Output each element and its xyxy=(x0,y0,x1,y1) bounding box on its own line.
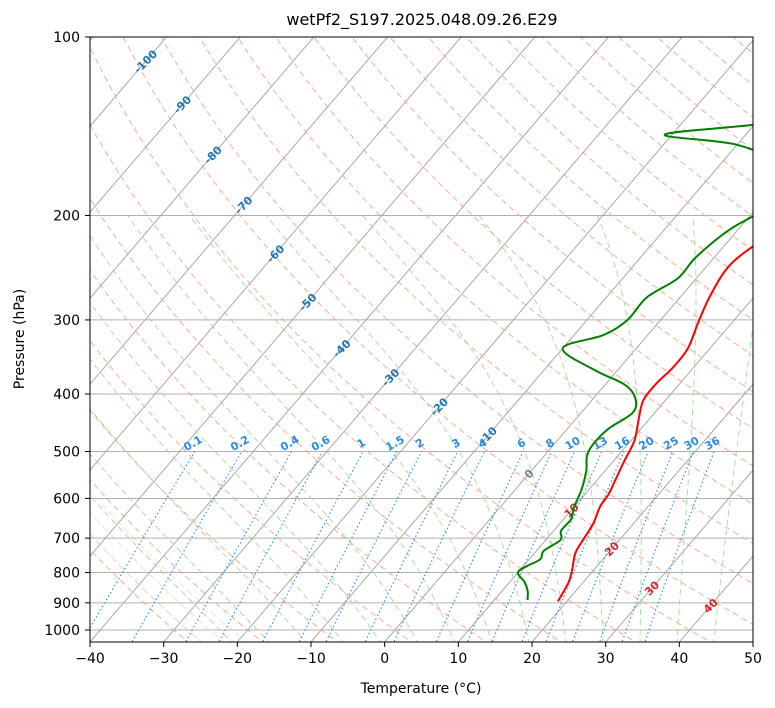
x-tick-label: 10 xyxy=(449,651,467,667)
isotherm-line xyxy=(236,39,753,642)
y-tick-label: 300 xyxy=(53,313,80,329)
dry-adiabat-line xyxy=(198,37,753,544)
mixing-ratio-line xyxy=(435,451,524,642)
mixing-ratio-line xyxy=(599,451,674,642)
x-tick-label: −40 xyxy=(75,651,105,667)
x-axis-title: Temperature (°C) xyxy=(360,681,482,697)
mixing-ratio-line xyxy=(545,451,625,642)
x-tick-label: 50 xyxy=(744,651,762,667)
isotherm-line xyxy=(163,37,683,642)
y-tick-label: 100 xyxy=(53,30,80,46)
mixing-ratio-line xyxy=(298,451,398,642)
background-lines xyxy=(90,37,753,642)
isotherm-line xyxy=(90,37,315,299)
mixing-ratio-line xyxy=(131,451,243,642)
moist-adiabat-line xyxy=(90,494,233,642)
mixing-ratio-line xyxy=(393,451,485,642)
x-tick-label: −30 xyxy=(149,651,179,667)
y-tick-label: 400 xyxy=(53,387,80,403)
isotherm-line xyxy=(90,37,610,642)
dry-adiabat-line xyxy=(313,37,753,429)
y-tick-label: 600 xyxy=(53,491,80,507)
dry-adiabat-line xyxy=(465,37,753,286)
x-axis: −40 −30 −20 −10 0 10 20 30 40 50 xyxy=(75,642,762,667)
profile-lines xyxy=(516,123,753,602)
x-tick-label: −20 xyxy=(223,651,253,667)
moist-adiabat-line xyxy=(127,215,456,642)
dry-adiabat-line xyxy=(90,339,413,642)
mixing-ratio-line xyxy=(325,451,423,642)
isotherm-line xyxy=(90,37,462,471)
mixing-ratio-line xyxy=(571,451,649,642)
isotherm-line xyxy=(90,37,389,385)
mixing-ratio-line xyxy=(261,451,364,642)
x-tick-label: −10 xyxy=(296,651,326,667)
dry-adiabat-line xyxy=(90,46,712,642)
x-tick-label: 40 xyxy=(670,651,688,667)
x-tick-label: 20 xyxy=(523,651,541,667)
dry-adiabat-line xyxy=(90,549,189,642)
x-tick-label: 30 xyxy=(597,651,615,667)
x-tick-label: 0 xyxy=(380,651,389,667)
y-tick-label: 200 xyxy=(53,209,80,225)
isotherm-line xyxy=(605,469,753,642)
moist-adiabat-line xyxy=(90,301,381,642)
outer-arc-line xyxy=(90,533,203,642)
dry-adiabat-line xyxy=(160,37,753,584)
dry-adiabat-line xyxy=(90,479,264,642)
dry-adiabat-line xyxy=(237,37,753,505)
isotherm-line xyxy=(90,37,241,213)
isotherm-line xyxy=(384,211,753,642)
y-tick-label: 1000 xyxy=(44,623,80,639)
dry-adiabat-line xyxy=(427,37,753,321)
moist-adiabat-line xyxy=(90,234,418,642)
mixing-ratio-line xyxy=(521,451,603,642)
mixing-ratio-line xyxy=(644,451,715,642)
moist-adiabat-line xyxy=(478,215,604,642)
moist-adiabat-line xyxy=(90,407,307,642)
moist-adiabat-line xyxy=(90,453,270,642)
isotherm-line xyxy=(90,37,536,557)
dry-adiabat-line xyxy=(122,37,753,625)
mixing-ratio-line xyxy=(621,451,694,642)
moist-adiabat-line xyxy=(265,215,530,642)
y-tick-label: 800 xyxy=(53,566,80,582)
dry-adiabat-line xyxy=(275,37,753,467)
dry-adiabat-line xyxy=(90,197,562,642)
y-tick-label: 500 xyxy=(53,444,80,460)
plot-frame xyxy=(89,36,754,643)
dry-adiabat-line xyxy=(90,269,488,642)
isotherm-line xyxy=(310,125,753,642)
moist-adiabat-line xyxy=(90,358,344,642)
moist-adiabat-line xyxy=(596,215,642,642)
y-tick-label: 900 xyxy=(53,596,80,612)
moist-adiabat-line xyxy=(676,215,697,642)
temperature-line xyxy=(557,244,753,602)
isotherm-line xyxy=(531,383,753,642)
chart-title: wetPf2_S197.2025.048.09.26.E29 xyxy=(286,10,557,30)
y-axis-title: Pressure (hPa) xyxy=(12,289,28,389)
moist-adiabat-line xyxy=(713,321,753,642)
dry-adiabat-line xyxy=(90,123,637,642)
y-tick-label: 700 xyxy=(53,531,80,547)
y-axis: 100 200 300 400 500 600 700 800 900 1000 xyxy=(44,30,90,639)
dewpoint-line xyxy=(516,123,753,601)
